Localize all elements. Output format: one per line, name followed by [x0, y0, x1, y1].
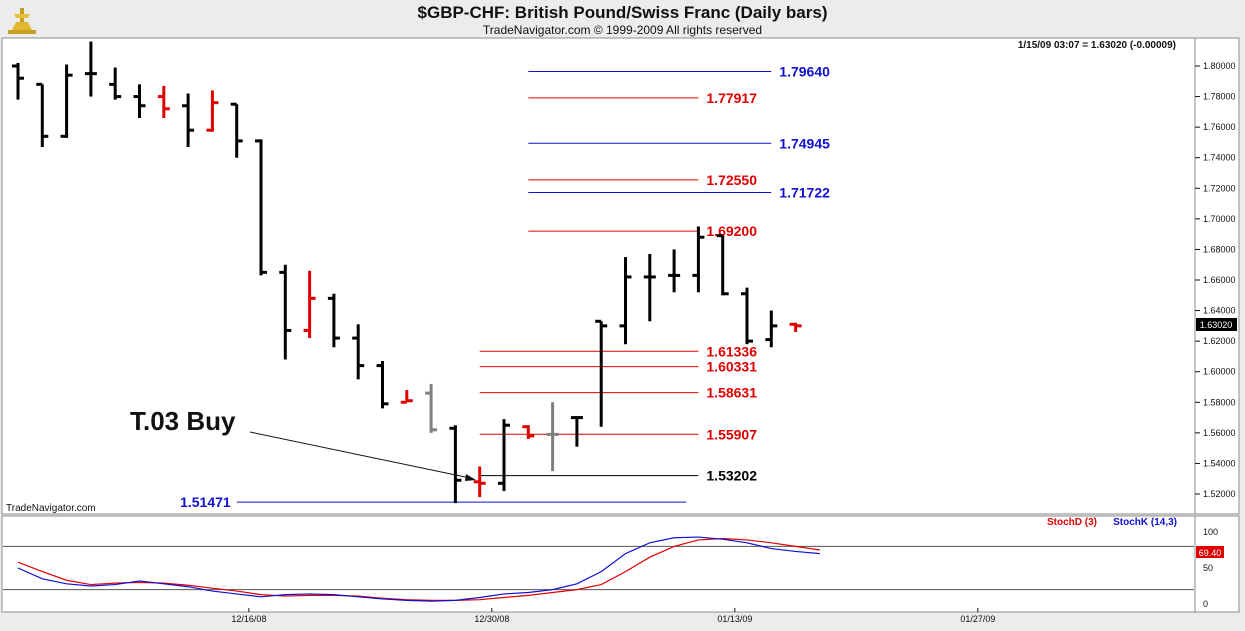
- price-tick-label: 1.74000: [1203, 153, 1236, 163]
- price-bar: [84, 41, 97, 97]
- price-bar: [60, 64, 73, 138]
- price-bar: [668, 249, 681, 293]
- price-bar: [230, 102, 243, 158]
- price-bar: [692, 226, 705, 293]
- price-bar: [789, 322, 802, 332]
- last-price-label: 1.63020: [1200, 320, 1233, 330]
- stoch-tick-label: 100: [1203, 527, 1218, 537]
- level-label: 1.74945: [779, 135, 830, 151]
- level-label: 1.79640: [779, 64, 830, 80]
- chart-header: $GBP-CHF: British Pound/Swiss Franc (Dai…: [0, 0, 1245, 40]
- price-tick-label: 1.78000: [1203, 92, 1236, 102]
- price-bar: [498, 419, 510, 491]
- stoch-d-legend: StochD (3): [1047, 517, 1097, 528]
- level-label: 1.55907: [706, 426, 757, 442]
- price-tick-label: 1.54000: [1203, 458, 1236, 468]
- price-axis: [1194, 37, 1240, 515]
- price-bars: [12, 41, 802, 504]
- stoch-series-line: [17, 536, 820, 602]
- price-bar: [157, 85, 170, 118]
- level-label: 1.77917: [706, 90, 757, 106]
- price-bar: [109, 67, 122, 100]
- price-bar: [352, 324, 365, 380]
- price-bar: [255, 139, 267, 276]
- date-tick-label: 01/13/09: [717, 614, 752, 624]
- price-axis-ticks: 1.52000 1.54000 1.56000 1.58000 1.60000 1.620…: [1195, 61, 1236, 499]
- watermark: TradeNavigator.com: [6, 503, 96, 514]
- level-label: 1.53202: [706, 468, 757, 484]
- price-bar: [741, 287, 753, 345]
- price-bar: [473, 466, 486, 498]
- price-tick-label: 1.70000: [1203, 214, 1236, 224]
- price-tick-label: 1.76000: [1203, 122, 1236, 132]
- annotation-arrowhead: [465, 474, 476, 481]
- price-bar: [36, 82, 49, 148]
- trade-navigator-logo-icon: [8, 8, 36, 34]
- price-bar: [716, 234, 729, 296]
- stochastic-axis: [1194, 515, 1240, 613]
- last-price-box: [1196, 318, 1237, 331]
- price-tick-label: 1.56000: [1203, 428, 1236, 438]
- stochastic-panel: [1, 515, 1240, 613]
- price-bar: [206, 90, 219, 132]
- level-label: 1.60331: [706, 359, 757, 375]
- price-tick-label: 1.62000: [1203, 336, 1236, 346]
- price-tick-label: 1.58000: [1203, 397, 1236, 407]
- price-bar: [12, 62, 24, 100]
- price-tick-label: 1.60000: [1203, 367, 1236, 377]
- chart-title: $GBP-CHF: British Pound/Swiss Franc (Dai…: [417, 3, 828, 22]
- stoch-last-box: [1196, 546, 1224, 558]
- price-bar: [643, 254, 656, 322]
- stoch-last-label: 69.40: [1199, 548, 1222, 558]
- price-bar: [279, 264, 292, 360]
- price-bar: [619, 257, 632, 345]
- stoch-tick-label: 0: [1203, 599, 1208, 609]
- price-bar: [765, 310, 778, 348]
- quote-readout: 1/15/09 03:07 = 1.63020 (-0.00009): [1018, 40, 1176, 51]
- stoch-tick-label: 50: [1203, 563, 1213, 573]
- price-bar: [133, 84, 146, 118]
- price-tick-label: 1.72000: [1203, 183, 1236, 193]
- price-bar: [182, 93, 195, 148]
- level-label: 1.69200: [706, 223, 757, 239]
- annotation-label: T.03 Buy: [130, 406, 236, 436]
- price-bar: [449, 425, 462, 504]
- stoch-k-legend: StochK (14,3): [1113, 517, 1177, 528]
- price-bar: [546, 402, 559, 472]
- price-tick-label: 1.66000: [1203, 275, 1236, 285]
- date-tick-label: 01/27/09: [960, 614, 995, 624]
- price-bar: [570, 416, 583, 447]
- price-bar: [425, 383, 438, 433]
- date-tick-label: 12/30/08: [474, 614, 509, 624]
- price-tick-label: 1.52000: [1203, 489, 1236, 499]
- price-bar: [303, 270, 316, 339]
- stochastic-lines: 0 50 100: [3, 527, 1218, 609]
- price-bar: [522, 425, 535, 439]
- annotation-arrow: [249, 431, 471, 479]
- copyright-notice: TradeNavigator.com © 1999-2009 All right…: [482, 23, 763, 37]
- level-label: 1.71722: [779, 185, 830, 201]
- price-tick-label: 1.68000: [1203, 244, 1236, 254]
- level-lines: 1.79640 1.77917 1.74945 1.72550 1.71722 1.692…: [180, 64, 830, 511]
- level-label: 1.58631: [706, 385, 757, 401]
- date-tick-label: 12/16/08: [231, 614, 266, 624]
- level-label: 1.72550: [706, 172, 757, 188]
- date-axis-ticks: 12/16/08 12/30/08 01/13/09 01/27/09: [231, 608, 995, 624]
- price-bar: [595, 319, 608, 427]
- level-label: 1.61336: [706, 343, 757, 359]
- price-bar: [327, 293, 340, 348]
- price-bar: [376, 361, 389, 409]
- price-tick-label: 1.80000: [1203, 61, 1236, 71]
- price-tick-label: 1.64000: [1203, 306, 1236, 316]
- price-bar: [400, 390, 413, 404]
- level-label: 1.51471: [180, 494, 231, 510]
